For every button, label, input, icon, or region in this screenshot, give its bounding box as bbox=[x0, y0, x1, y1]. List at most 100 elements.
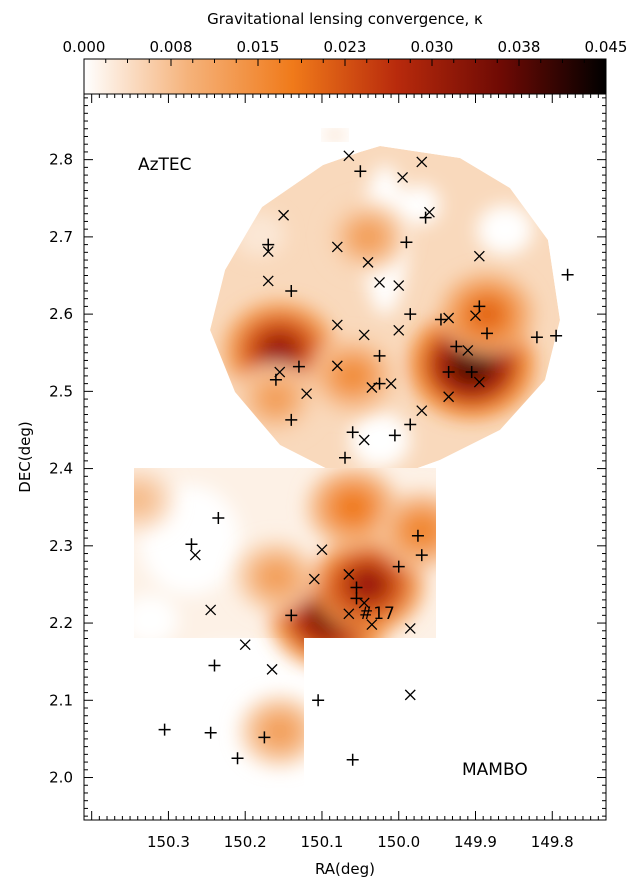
y-axis-label: DEC(deg) bbox=[16, 421, 34, 492]
convergence-peak bbox=[334, 491, 371, 524]
convergence-peak bbox=[259, 384, 292, 414]
colorbar-tick-label: 0.000 bbox=[63, 38, 106, 56]
cross-marker bbox=[362, 256, 374, 268]
source-markers bbox=[158, 150, 574, 766]
cross-marker bbox=[189, 549, 201, 561]
convergence-peak bbox=[335, 360, 370, 392]
y-axis-ticks bbox=[84, 97, 606, 817]
colorbar-ticks bbox=[83, 59, 607, 66]
y-tick-label: 2.2 bbox=[49, 614, 73, 632]
plus-marker bbox=[346, 426, 359, 439]
plus-marker bbox=[285, 284, 298, 297]
convergence-peak bbox=[259, 562, 292, 592]
plus-marker bbox=[561, 268, 574, 281]
colorbar-title: Gravitational lensing convergence, κ bbox=[207, 10, 483, 28]
cross-marker bbox=[239, 639, 251, 651]
x-tick-label: 150.0 bbox=[377, 833, 420, 851]
mambo-label: MAMBO bbox=[462, 760, 528, 780]
cross-marker bbox=[331, 360, 343, 372]
plus-marker bbox=[262, 238, 275, 251]
aztec-label: AzTEC bbox=[138, 155, 192, 175]
cross-marker bbox=[358, 597, 370, 609]
cross-marker bbox=[366, 619, 378, 631]
cross-marker bbox=[393, 280, 405, 291]
plus-marker bbox=[285, 413, 298, 426]
plus-marker bbox=[285, 609, 298, 622]
cross-marker bbox=[308, 573, 320, 585]
plus-marker bbox=[231, 752, 244, 765]
colorbar-tick-label: 0.015 bbox=[237, 38, 280, 56]
convergence-peak bbox=[404, 514, 436, 546]
x-axis-tick-labels: 150.3 150.2 150.1 150.0 149.9 149.8 bbox=[147, 833, 574, 851]
y-tick-label: 2.7 bbox=[49, 228, 73, 246]
x-tick-label: 150.3 bbox=[147, 833, 190, 851]
plus-marker bbox=[419, 211, 432, 224]
cross-marker bbox=[443, 391, 455, 403]
plus-marker bbox=[404, 308, 417, 321]
cross-marker bbox=[343, 568, 355, 580]
plus-marker bbox=[339, 451, 351, 464]
cross-marker bbox=[404, 623, 416, 634]
plus-marker bbox=[434, 313, 447, 326]
plus-marker bbox=[388, 429, 401, 442]
colorbar: Gravitational lensing convergence, κ 0.0… bbox=[63, 10, 628, 95]
cross-marker bbox=[278, 209, 290, 221]
convergence-peak bbox=[263, 716, 296, 746]
cross-marker bbox=[343, 150, 355, 162]
plus-marker bbox=[411, 529, 424, 542]
y-axis-tick-labels: 2.0 2.1 2.2 2.3 2.4 2.5 2.6 2.7 2.8 bbox=[49, 151, 73, 787]
x-tick-label: 149.8 bbox=[531, 833, 574, 851]
plus-marker bbox=[350, 592, 363, 605]
plus-marker bbox=[465, 366, 478, 379]
plus-marker bbox=[292, 360, 305, 373]
plus-marker bbox=[473, 300, 486, 313]
cross-marker bbox=[205, 604, 217, 616]
y-tick-label: 2.6 bbox=[49, 305, 73, 323]
convergence-peak bbox=[257, 331, 302, 370]
plus-marker bbox=[258, 731, 271, 744]
y-tick-label: 2.1 bbox=[49, 691, 73, 709]
cross-marker bbox=[301, 388, 313, 400]
cross-marker bbox=[397, 171, 409, 183]
convergence-peak bbox=[351, 222, 385, 252]
y-tick-label: 2.8 bbox=[49, 151, 73, 169]
plus-marker bbox=[415, 549, 428, 562]
plus-marker bbox=[158, 723, 171, 736]
plus-marker bbox=[204, 726, 217, 739]
y-tick-label: 2.3 bbox=[49, 537, 73, 555]
y-tick-label: 2.0 bbox=[49, 769, 73, 787]
cross-marker bbox=[404, 689, 416, 701]
cross-marker bbox=[331, 319, 343, 331]
cross-marker bbox=[343, 608, 355, 620]
mambo-field bbox=[134, 468, 436, 768]
x-tick-label: 149.9 bbox=[454, 833, 497, 851]
y-tick-label: 2.5 bbox=[49, 382, 73, 400]
cross-marker bbox=[473, 250, 485, 262]
colorbar-tick-label: 0.045 bbox=[585, 38, 628, 56]
colorbar-tick-label: 0.023 bbox=[324, 38, 367, 56]
plus-marker bbox=[404, 418, 417, 431]
x-axis-ticks bbox=[91, 94, 599, 820]
cross-marker bbox=[443, 312, 455, 324]
cross-marker bbox=[462, 344, 474, 356]
cross-marker bbox=[385, 378, 397, 390]
isolated-patches bbox=[325, 130, 345, 140]
cross-marker bbox=[416, 405, 428, 417]
y-tick-label: 2.4 bbox=[49, 460, 73, 478]
convergence-map bbox=[134, 130, 560, 768]
plus-marker bbox=[450, 340, 463, 353]
cross-marker bbox=[416, 156, 428, 168]
cross-marker bbox=[358, 329, 370, 341]
colorbar-tick-label: 0.008 bbox=[150, 38, 193, 56]
plus-marker bbox=[312, 694, 325, 707]
cross-marker bbox=[316, 544, 328, 556]
cross-marker bbox=[262, 275, 274, 287]
plus-marker bbox=[550, 329, 563, 342]
cross-marker bbox=[262, 246, 274, 258]
plus-marker bbox=[350, 581, 363, 594]
plus-marker bbox=[208, 659, 221, 672]
colorbar-tick-label: 0.030 bbox=[411, 38, 454, 56]
plus-marker bbox=[373, 377, 386, 390]
plus-marker bbox=[269, 373, 282, 386]
